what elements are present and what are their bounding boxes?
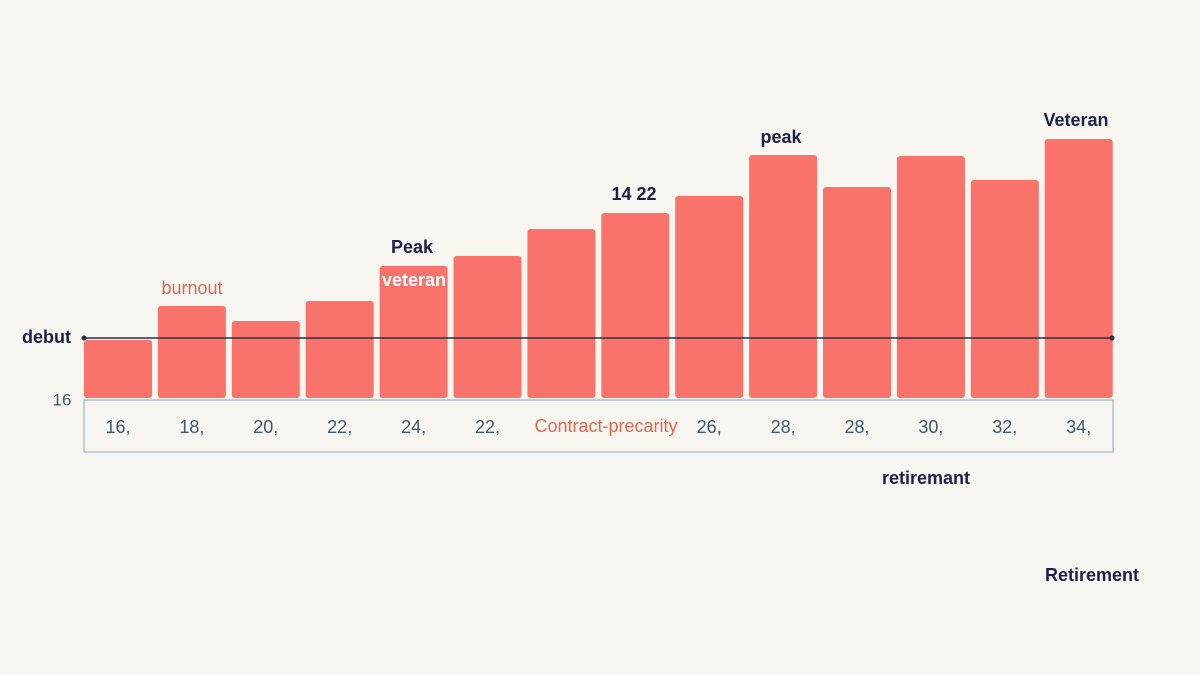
bar [231, 321, 300, 398]
x-tick-label: 22, [327, 417, 352, 437]
bar [601, 213, 670, 398]
annotation: burnout [161, 278, 222, 298]
annotation: peak [760, 127, 802, 147]
x-tick-label: 34, [1066, 417, 1091, 437]
annotation: retiremant [882, 468, 970, 488]
bar [305, 301, 374, 398]
x-tick-label: 22, [475, 417, 500, 437]
annotation: 14 22 [611, 184, 656, 204]
reference-label: debut [22, 327, 71, 347]
x-tick-label: 20, [253, 417, 278, 437]
bar [453, 256, 522, 398]
bar [84, 340, 152, 398]
annotation: Contract-precarity [534, 416, 677, 436]
x-label-box [83, 399, 1114, 453]
bar [823, 187, 891, 398]
bar [157, 306, 226, 398]
bar [1044, 139, 1113, 398]
annotation: Veteran [1043, 110, 1108, 130]
bar [379, 266, 448, 398]
x-tick-label: 28, [771, 417, 796, 437]
x-tick-label: 32, [992, 417, 1017, 437]
reference-dot [1109, 335, 1115, 341]
x-tick-label: 30, [918, 417, 943, 437]
annotation: Peak [391, 237, 434, 257]
x-tick-label: 24, [401, 417, 426, 437]
y-tick-label: 16 [53, 390, 72, 409]
bar [896, 156, 965, 398]
reference-dot [81, 335, 87, 341]
x-tick-label: 26, [697, 417, 722, 437]
annotation: veteran [382, 270, 446, 290]
bar [749, 155, 818, 398]
annotation: Retirement [1045, 565, 1139, 585]
x-tick-label: 16, [105, 417, 130, 437]
bar [970, 180, 1039, 398]
x-tick-label: 28, [844, 417, 869, 437]
x-tick-label: 18, [179, 417, 204, 437]
bar [675, 196, 744, 398]
bar [527, 229, 596, 398]
